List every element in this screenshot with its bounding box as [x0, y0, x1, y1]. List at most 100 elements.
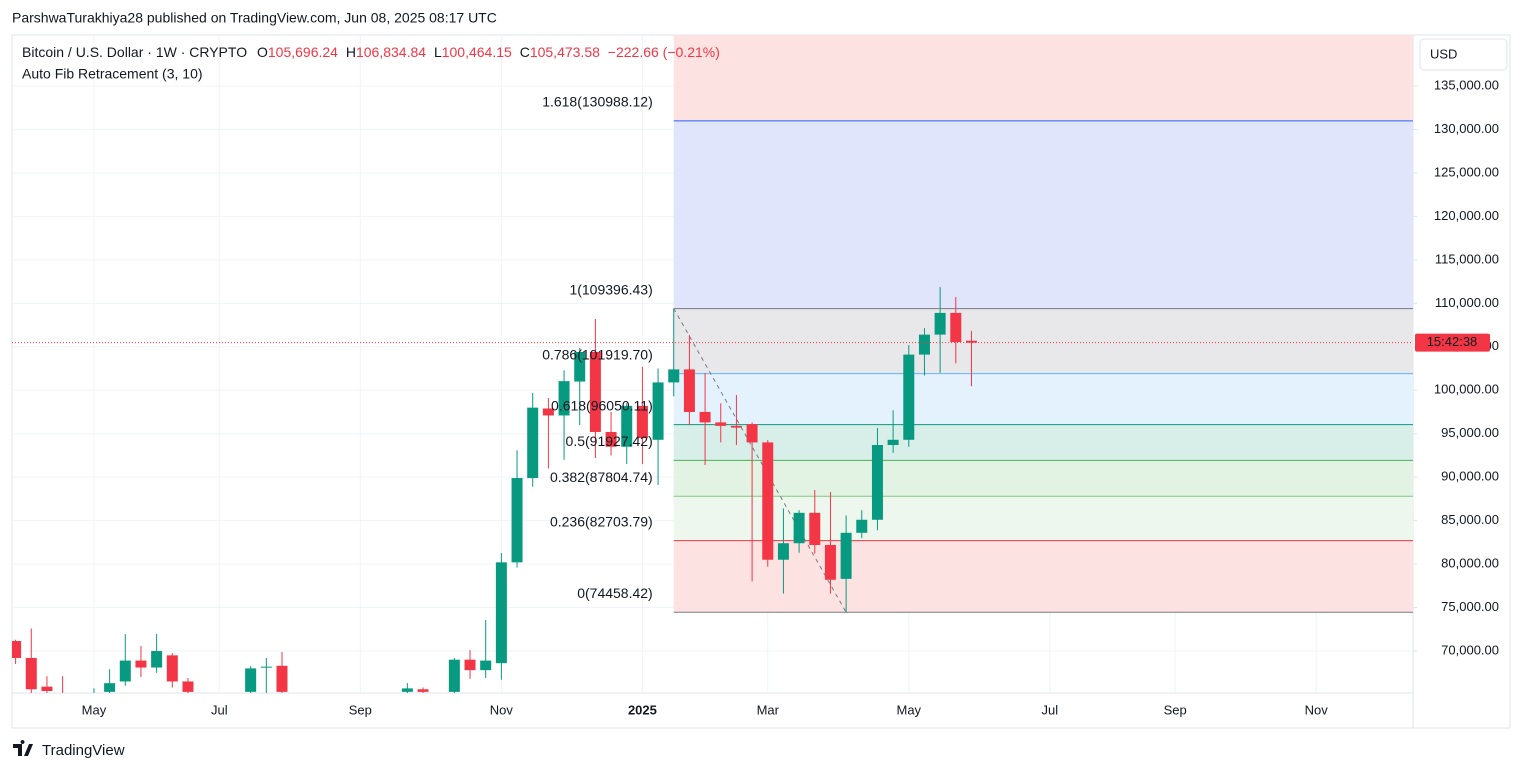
fib-level-label: 0.786(101919.70)	[542, 346, 653, 362]
overlay: 70,000.00 75,000.00 80,000.00 85,000.00 90,0…	[82, 77, 1499, 717]
legend-line: Bitcoin / U.S. Dollar · 1W · CRYPTO O105…	[22, 44, 720, 60]
change: −222.66 (−0.21%)	[608, 44, 720, 60]
candle-body	[542, 408, 554, 416]
symbol: Bitcoin / U.S. Dollar · 1W · CRYPTO	[22, 44, 247, 60]
fib-trend-line	[673, 308, 847, 613]
y-tick-label: 95,000.00	[1441, 425, 1499, 440]
published-line: ParshwaTurakhiya28 published on TradingV…	[12, 10, 497, 26]
ohlc-value: 105,696.24	[268, 44, 338, 60]
fib-zone	[673, 496, 1413, 541]
x-tick-label: 2025	[628, 702, 657, 717]
candle-body	[104, 683, 116, 692]
y-tick-label: 80,000.00	[1441, 556, 1499, 571]
candle-body	[464, 659, 476, 671]
fib-zone	[673, 308, 1413, 374]
y-tick-label: 70,000.00	[1441, 642, 1499, 657]
candle-body	[574, 352, 586, 382]
x-tick-label: May	[897, 702, 922, 717]
y-tick-label: 130,000.00	[1434, 121, 1499, 136]
candle-body	[511, 478, 523, 563]
y-tick-label: 135,000.00	[1434, 77, 1499, 92]
y-tick-label: 75,000.00	[1441, 599, 1499, 614]
x-tick-label: Jul	[1042, 702, 1059, 717]
y-tick-label: 100,000.00	[1434, 382, 1499, 397]
y-tick-label: 90,000.00	[1441, 469, 1499, 484]
candle-body	[746, 424, 758, 443]
candle-body	[699, 411, 711, 423]
ohlc-key: C	[520, 44, 530, 60]
candle-body	[245, 668, 257, 692]
brand: TradingView	[42, 742, 125, 759]
candle-body	[950, 312, 962, 343]
candle-body	[25, 657, 37, 690]
candle-body	[527, 407, 539, 479]
fib-zone	[673, 424, 1413, 461]
candle-body	[636, 405, 648, 439]
candle-body	[809, 512, 821, 545]
x-tick-label: Jul	[211, 702, 228, 717]
fib-zone	[673, 35, 1413, 121]
candle-body	[621, 405, 633, 447]
candle-body	[480, 660, 492, 671]
y-tick-label: 125,000.00	[1434, 164, 1499, 179]
candle-body	[605, 431, 617, 447]
ohlc-key: O	[257, 44, 268, 60]
x-tick-label: Sep	[349, 702, 372, 717]
candle-body	[119, 660, 131, 682]
candle-body	[41, 686, 53, 692]
fib-level-label: 0.236(82703.79)	[550, 513, 653, 529]
candle-body	[495, 562, 507, 664]
candle-body	[401, 688, 413, 692]
candle-body	[856, 519, 868, 533]
x-tick-label: Nov	[1305, 702, 1329, 717]
plot-area	[12, 35, 1413, 693]
x-tick-label: May	[82, 702, 107, 717]
fib-level-label: 0.618(96050.11)	[551, 397, 653, 413]
candle-body	[715, 422, 727, 426]
indicator-label: Auto Fib Retracement (3, 10)	[22, 66, 203, 82]
fib-level-label: 1.618(130988.12)	[542, 94, 653, 110]
fib-zone	[673, 460, 1413, 497]
candle-body	[918, 334, 930, 355]
fib-level-label: 0.382(87804.74)	[550, 469, 653, 485]
candle-body	[668, 369, 680, 383]
fib-zone	[673, 540, 1413, 613]
fib-zone	[673, 120, 1413, 309]
y-tick-label: 110,000.00	[1435, 295, 1499, 310]
ohlc-value: 106,834.84	[356, 44, 426, 60]
fib-level-label: 0(74458.42)	[577, 585, 653, 601]
price-tag	[1415, 333, 1490, 352]
currency[interactable]: USD	[1430, 46, 1457, 61]
candle-body	[135, 660, 147, 668]
brand-logo: TradingView	[13, 740, 125, 759]
fib-level-label: 1(109396.43)	[569, 281, 652, 297]
ohlc-key: L	[434, 44, 442, 60]
y-tick-label: 115,000.00	[1435, 251, 1499, 266]
candle-body	[260, 666, 272, 668]
x-tick-label: Mar	[757, 702, 780, 717]
candle-body	[730, 425, 742, 428]
countdown: 15:42:38	[1427, 334, 1478, 349]
candle-body	[871, 445, 883, 520]
fib-zone	[673, 373, 1413, 425]
logo-icon	[13, 740, 33, 756]
candle-body	[151, 651, 163, 668]
candle-body	[762, 442, 774, 560]
candle-body	[276, 665, 288, 692]
candle-body	[965, 340, 977, 343]
candle-body	[589, 352, 601, 432]
x-tick-label: Sep	[1164, 702, 1187, 717]
candle-body	[793, 512, 805, 544]
currency-button[interactable]	[1419, 38, 1508, 71]
fib-level-label: 0.5(91927.42)	[566, 433, 653, 449]
candle-body	[683, 369, 695, 412]
candle-body	[182, 681, 194, 692]
candle-body	[903, 354, 915, 440]
candle-body	[652, 382, 664, 440]
candle-body	[558, 381, 570, 416]
candle-body	[166, 655, 178, 682]
candle-body	[448, 659, 460, 692]
candle-body	[887, 439, 899, 446]
